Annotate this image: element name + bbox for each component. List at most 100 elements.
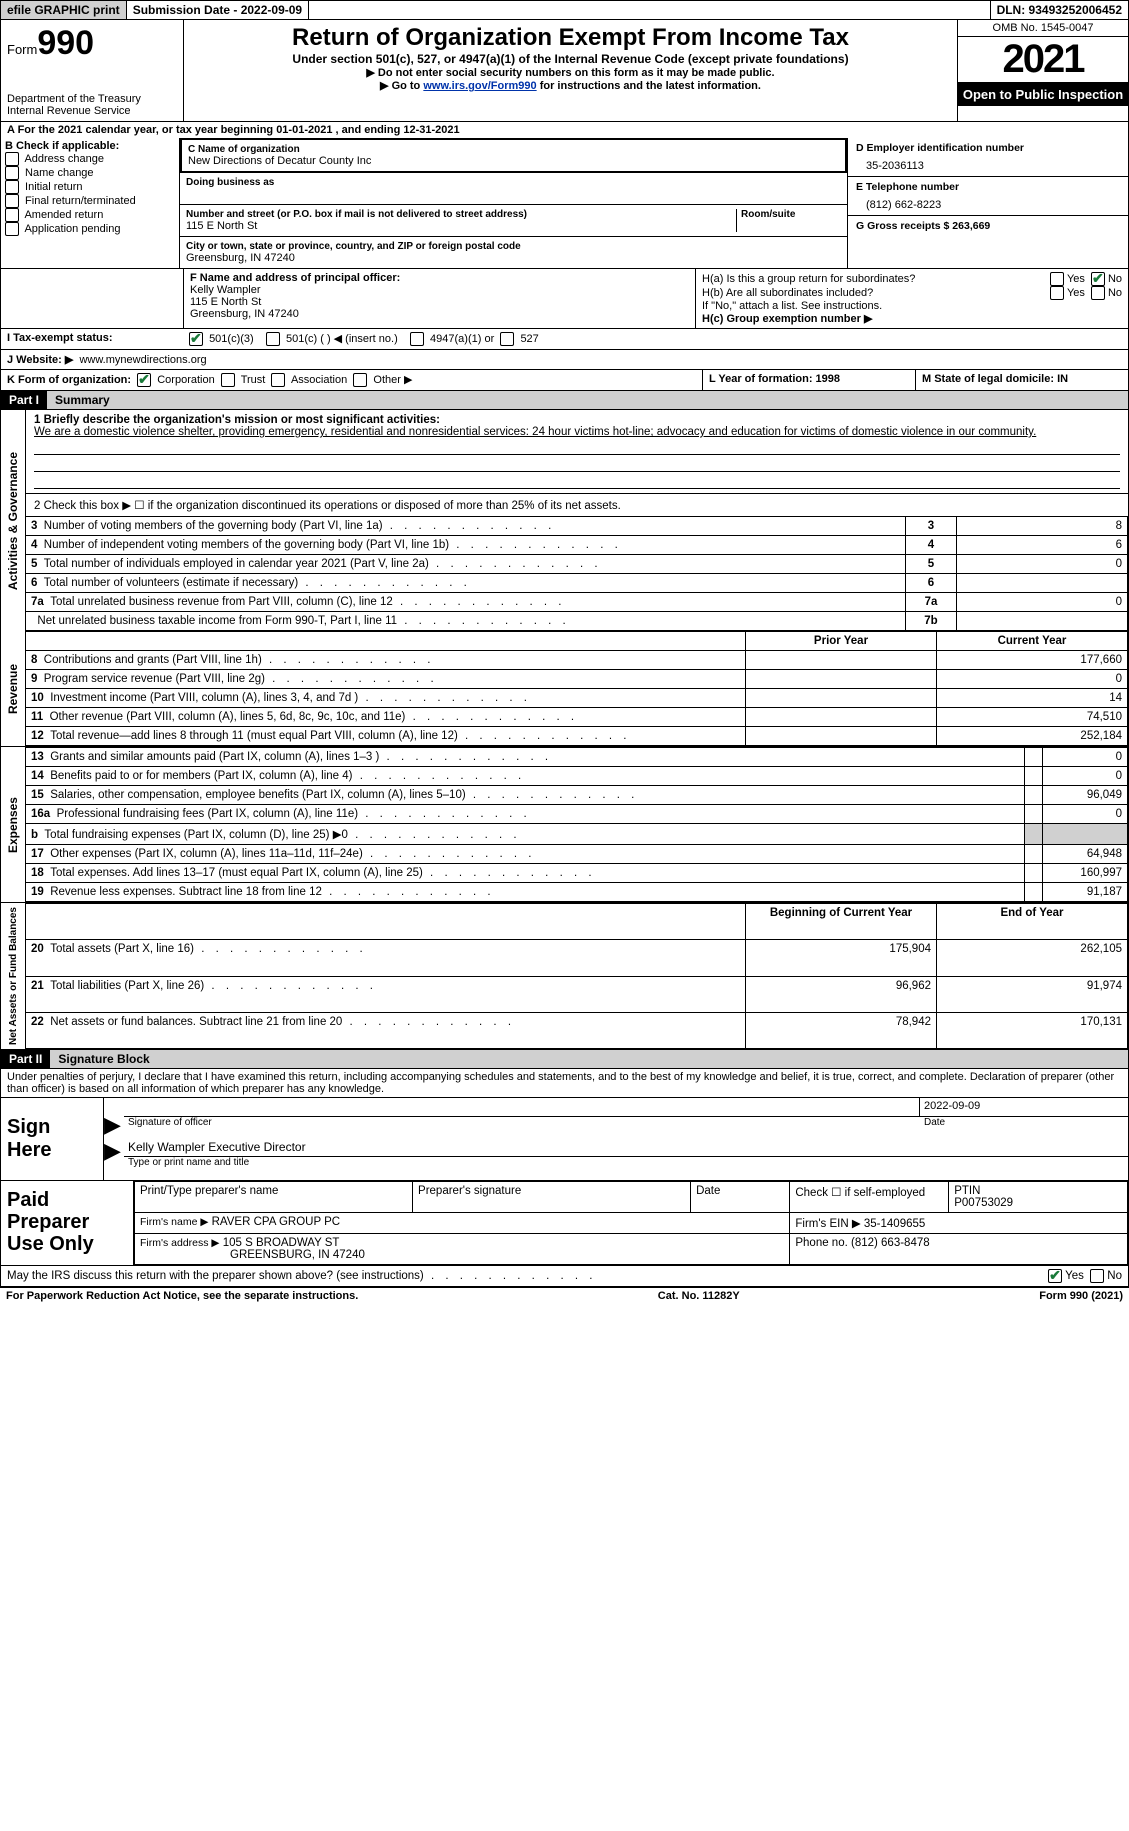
may-irs-row: May the IRS discuss this return with the… xyxy=(0,1266,1129,1287)
irs-link[interactable]: www.irs.gov/Form990 xyxy=(423,80,536,92)
preparer-title: Paid Preparer Use Only xyxy=(1,1181,134,1265)
declaration: Under penalties of perjury, I declare th… xyxy=(0,1069,1129,1098)
4947-checkbox[interactable] xyxy=(410,332,424,346)
prep-h1: Print/Type preparer's name xyxy=(135,1182,413,1213)
website-url: www.mynewdirections.org xyxy=(79,354,206,366)
header-left: Form990 Department of the Treasury Inter… xyxy=(1,20,184,121)
spacer xyxy=(309,1,990,19)
form-subtitle: Under section 501(c), 527, or 4947(a)(1)… xyxy=(190,52,951,66)
form-word: Form xyxy=(7,42,37,57)
firm-name: RAVER CPA GROUP PC xyxy=(212,1216,340,1228)
preparer-block: Paid Preparer Use Only Print/Type prepar… xyxy=(0,1181,1129,1266)
colb-checkbox[interactable] xyxy=(5,222,19,236)
irs-label: Internal Revenue Service xyxy=(7,105,177,117)
may-irs-text: May the IRS discuss this return with the… xyxy=(7,1270,1048,1282)
year-formation: L Year of formation: 1998 xyxy=(702,370,915,390)
row-i: I Tax-exempt status: 501(c)(3) 501(c) ( … xyxy=(0,329,1129,350)
q2: 2 Check this box ▶ ☐ if the organization… xyxy=(26,494,1128,516)
col-b: B Check if applicable: Address change Na… xyxy=(1,138,180,268)
footer: For Paperwork Reduction Act Notice, see … xyxy=(0,1287,1129,1304)
sign-here-label: Sign Here xyxy=(1,1098,104,1180)
part1-header: Part I Summary xyxy=(0,391,1129,410)
part2-title: Signature Block xyxy=(50,1050,157,1068)
footer-mid: Cat. No. 11282Y xyxy=(658,1290,740,1302)
row-j: J Website: ▶ www.mynewdirections.org xyxy=(0,350,1129,370)
dln: DLN: 93493252006452 xyxy=(991,1,1128,19)
footer-right: Form 990 (2021) xyxy=(1039,1290,1123,1302)
ha-yes-checkbox[interactable] xyxy=(1050,272,1064,286)
table-expenses: 13 Grants and similar amounts paid (Part… xyxy=(26,747,1128,902)
open-to-public: Open to Public Inspection xyxy=(958,83,1128,106)
city-state-zip: Greensburg, IN 47240 xyxy=(186,252,841,264)
print-name-label: Type or print name and title xyxy=(124,1157,1128,1168)
tax-year: 2021 xyxy=(958,37,1128,83)
name-label: C Name of organization xyxy=(188,144,839,155)
q1-text: We are a domestic violence shelter, prov… xyxy=(34,426,1036,438)
ha-label: H(a) Is this a group return for subordin… xyxy=(702,273,1050,285)
other-checkbox[interactable] xyxy=(353,373,367,387)
col-b-title: B Check if applicable: xyxy=(5,140,175,152)
row-f-h: F Name and address of principal officer:… xyxy=(0,269,1129,329)
hb-yes-checkbox[interactable] xyxy=(1050,286,1064,300)
prep-h3: Date xyxy=(691,1182,790,1213)
col-c: C Name of organization New Directions of… xyxy=(180,138,848,268)
corp-checkbox[interactable] xyxy=(137,373,151,387)
form-number: 990 xyxy=(37,24,94,63)
assoc-checkbox[interactable] xyxy=(271,373,285,387)
footer-left: For Paperwork Reduction Act Notice, see … xyxy=(6,1290,358,1302)
arrow-icon: ▶ xyxy=(104,1138,121,1163)
527-checkbox[interactable] xyxy=(500,332,514,346)
colb-checkbox[interactable] xyxy=(5,194,19,208)
colb-checkbox[interactable] xyxy=(5,152,19,166)
hc-label: H(c) Group exemption number ▶ xyxy=(702,312,1122,325)
dba-label: Doing business as xyxy=(186,177,841,188)
colb-checkbox[interactable] xyxy=(5,180,19,194)
part1-tag: Part I xyxy=(1,391,47,409)
room-label: Room/suite xyxy=(741,209,841,220)
omb-number: OMB No. 1545-0047 xyxy=(958,20,1128,37)
dept-treasury: Department of the Treasury xyxy=(7,93,177,105)
firm-addr1: 105 S BROADWAY ST xyxy=(223,1237,340,1249)
firm-addr2: GREENSBURG, IN 47240 xyxy=(230,1249,365,1261)
table-netassets: Beginning of Current YearEnd of Year20 T… xyxy=(26,903,1128,1049)
instr-2: ▶ Go to www.irs.gov/Form990 for instruct… xyxy=(190,79,951,92)
col-d: D Employer identification number 35-2036… xyxy=(848,138,1128,268)
ptin: P00753029 xyxy=(954,1197,1013,1209)
ha-no-checkbox[interactable] xyxy=(1091,272,1105,286)
hb-note: If "No," attach a list. See instructions… xyxy=(702,300,1122,312)
501c3-checkbox[interactable] xyxy=(189,332,203,346)
sign-date: 2022-09-09 xyxy=(924,1100,980,1112)
officer-label: F Name and address of principal officer: xyxy=(190,272,400,284)
501c-checkbox[interactable] xyxy=(266,332,280,346)
row-k: K Form of organization: Corporation Trus… xyxy=(0,370,1129,391)
side-ag: Activities & Governance xyxy=(1,410,26,631)
colb-checkbox[interactable] xyxy=(5,208,19,222)
header-mid: Return of Organization Exempt From Incom… xyxy=(184,20,958,121)
tax-exempt-label: I Tax-exempt status: xyxy=(1,329,183,349)
org-name: New Directions of Decatur County Inc xyxy=(188,155,839,167)
hb-label: H(b) Are all subordinates included? xyxy=(702,287,1050,299)
table-revenue: Prior YearCurrent Year8 Contributions an… xyxy=(26,631,1128,746)
revenue-block: Revenue Prior YearCurrent Year8 Contribu… xyxy=(0,631,1129,747)
street-address: 115 E North St xyxy=(186,220,736,232)
header-right: OMB No. 1545-0047 2021 Open to Public In… xyxy=(958,20,1128,121)
prep-h4: Check ☐ if self-employed xyxy=(790,1182,949,1213)
ein-label: D Employer identification number xyxy=(856,142,1120,154)
sign-block: Sign Here ▶ 2022-09-09 Signature of offi… xyxy=(0,1098,1129,1181)
addr-label: Number and street (or P.O. box if mail i… xyxy=(186,209,736,220)
part1-title: Summary xyxy=(47,391,118,409)
top-bar: efile GRAPHIC print Submission Date - 20… xyxy=(0,0,1129,20)
table-ag: 3 Number of voting members of the govern… xyxy=(26,516,1128,631)
irs-yes-checkbox[interactable] xyxy=(1048,1269,1062,1283)
officer-print-name: Kelly Wampler Executive Director xyxy=(124,1138,1128,1157)
part2-header: Part II Signature Block xyxy=(0,1050,1129,1069)
q1-label: 1 Briefly describe the organization's mi… xyxy=(34,414,440,426)
sig-officer-label: Signature of officer xyxy=(124,1117,920,1128)
tel-label: E Telephone number xyxy=(856,181,1120,193)
trust-checkbox[interactable] xyxy=(221,373,235,387)
state-domicile: M State of legal domicile: IN xyxy=(915,370,1128,390)
hb-no-checkbox[interactable] xyxy=(1091,286,1105,300)
colb-checkbox[interactable] xyxy=(5,166,19,180)
irs-no-checkbox[interactable] xyxy=(1090,1269,1104,1283)
officer-city: Greensburg, IN 47240 xyxy=(190,308,299,320)
